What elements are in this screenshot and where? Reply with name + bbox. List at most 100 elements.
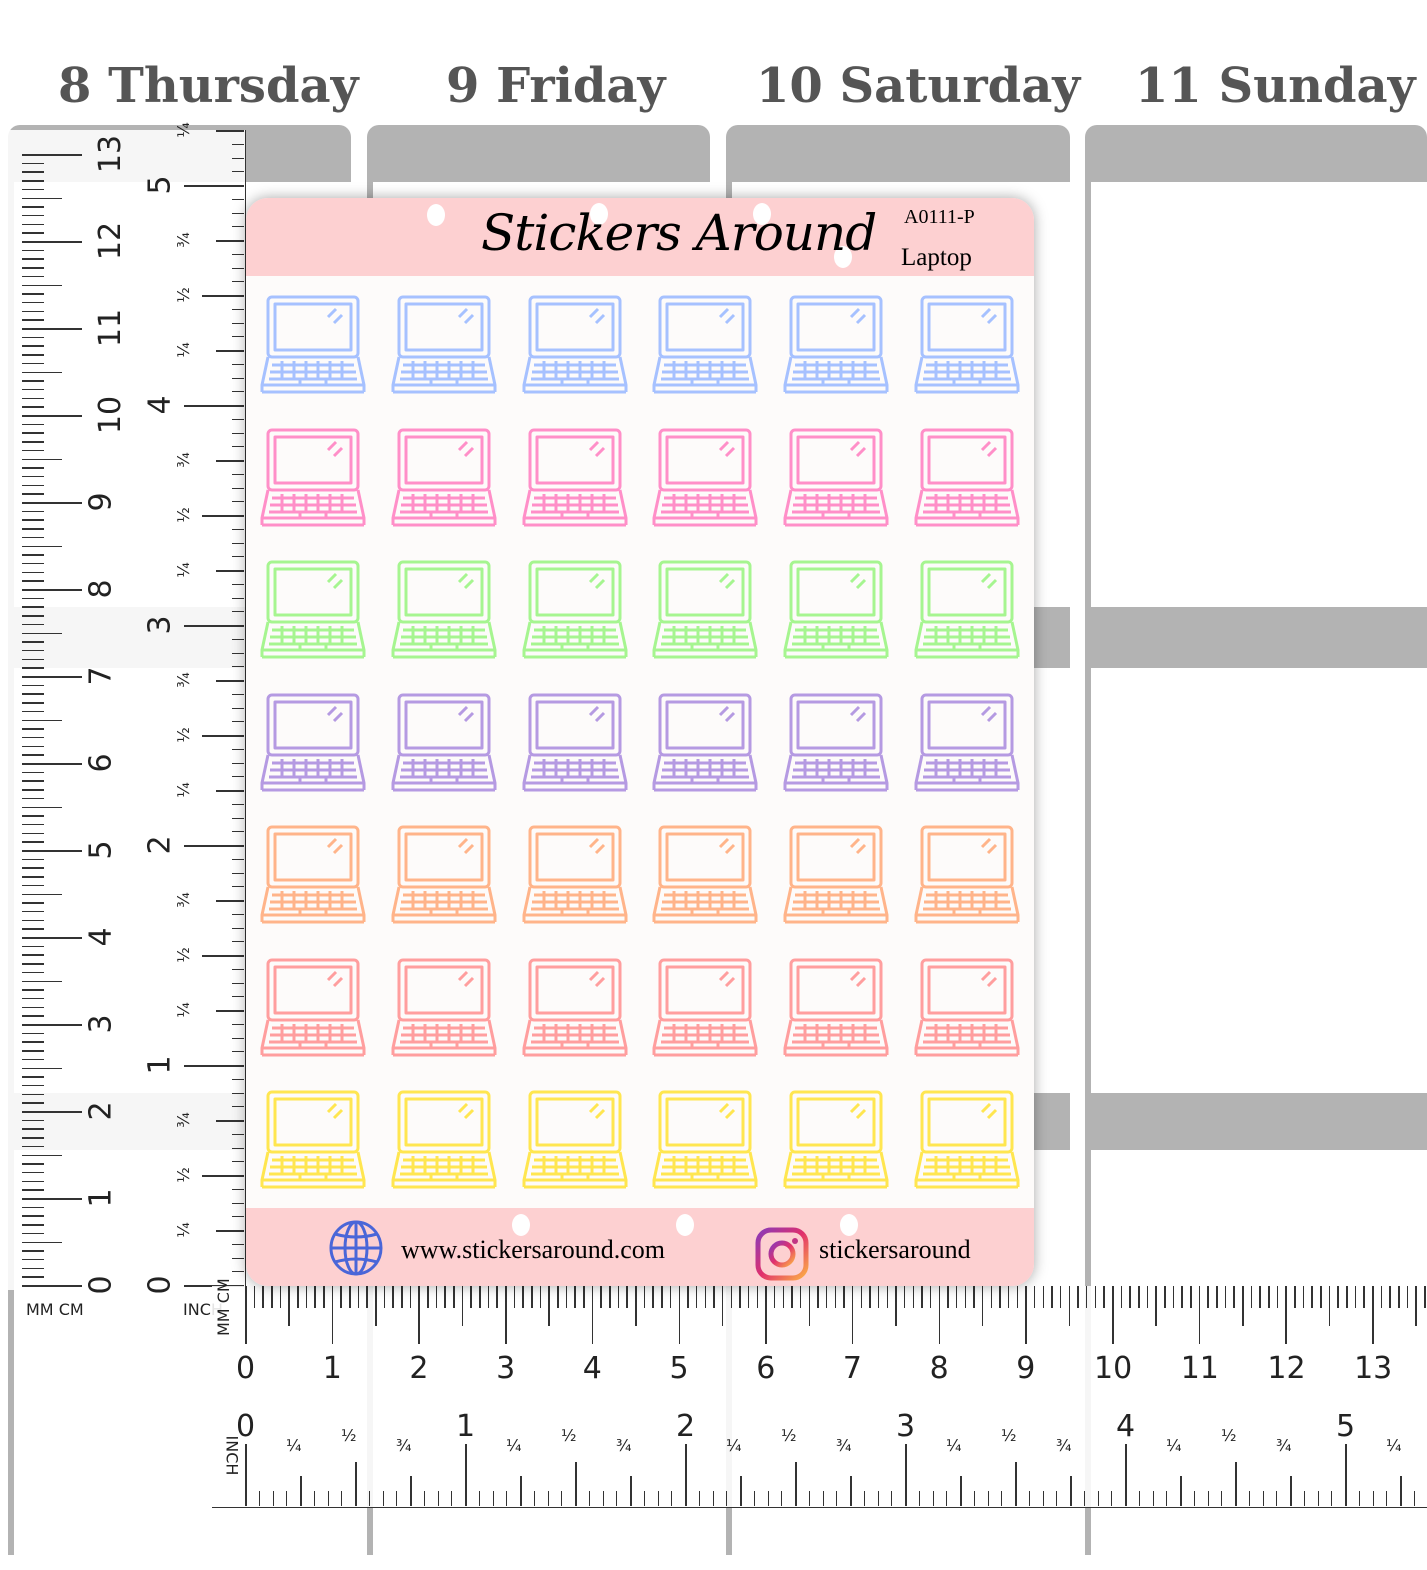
mm-tick: [22, 1006, 44, 1009]
inch-tick: [232, 941, 244, 943]
cm-label: 5: [669, 1351, 689, 1386]
mm-tick: [1311, 1286, 1313, 1308]
mm-tick: [22, 354, 44, 356]
mm-tick: [808, 1286, 811, 1326]
mm-tick: [22, 388, 44, 391]
planner-box[interactable]: [1091, 668, 1427, 1093]
inch-tick: [616, 1491, 618, 1506]
mm-tick: [245, 1286, 247, 1344]
fraction-label: ½: [173, 1167, 193, 1183]
inch-tick: [232, 927, 244, 929]
fraction-label: ¼: [173, 782, 193, 798]
mm-tick: [392, 1286, 394, 1308]
mm-tick: [1051, 1286, 1053, 1308]
inch-label: 3: [142, 615, 178, 635]
mm-tick: [1155, 1286, 1157, 1326]
mm-tick: [22, 571, 44, 574]
mm-tick: [22, 858, 44, 861]
fraction-label: ¾: [1276, 1436, 1292, 1455]
mm-tick: [22, 667, 44, 669]
mm-tick: [22, 1232, 44, 1235]
decor-dot: [753, 203, 771, 225]
cm-label: 3: [496, 1351, 516, 1386]
inch-tick: [1235, 1462, 1237, 1506]
mm-tick: [973, 1286, 975, 1308]
inch-tick: [232, 803, 244, 805]
mm-tick: [799, 1286, 802, 1308]
inch-tick: [184, 845, 244, 847]
mm-tick: [22, 258, 44, 260]
inch-tick: [202, 955, 244, 957]
mm-tick: [375, 1286, 377, 1326]
laptop-icon: [522, 958, 628, 1058]
mm-tick: [22, 467, 44, 469]
inch-tick: [232, 996, 244, 998]
inch-tick: [232, 1230, 244, 1231]
fraction-label: ½: [1221, 1426, 1237, 1445]
mm-tick: [22, 884, 44, 887]
inch-tick: [795, 1491, 796, 1506]
mm-tick: [22, 937, 82, 939]
inch-tick: [202, 295, 244, 297]
inch-tick: [767, 1491, 769, 1506]
inch-tick: [1358, 1491, 1360, 1506]
mm-tick: [253, 1286, 256, 1308]
mm-tick: [22, 432, 44, 434]
inch-tick: [232, 570, 244, 571]
inch-tick: [1345, 1444, 1347, 1506]
inch-label: 1: [142, 1055, 178, 1075]
mm-tick: [22, 832, 44, 835]
planner-box[interactable]: [1091, 182, 1427, 607]
cm-label: 1: [83, 1188, 119, 1208]
fraction-label: ¼: [506, 1436, 522, 1455]
laptop-icon: [522, 825, 628, 925]
inch-tick: [588, 1491, 590, 1506]
mm-tick: [22, 1041, 44, 1043]
mm-tick: [513, 1286, 516, 1308]
mm-tick: [600, 1286, 602, 1308]
mm-tick: [22, 1258, 44, 1261]
inch-tick: [1042, 1491, 1044, 1506]
mm-tick: [496, 1286, 498, 1308]
mm-tick: [22, 1058, 44, 1061]
inch-tick: [232, 858, 244, 860]
mm-tick: [964, 1286, 967, 1308]
inch-tick: [520, 1491, 521, 1506]
horizontal-ruler: 0 1 2 3 4 5 6 7 8 9 10 11 12 13 0 ¼ ½ ¾ 1 ¼ ½ ¾ 2 ¼ ½ ¾ 3 ¼ ½ ¾ 4 ¼ ½ ¾ 5 ¼…: [212, 1278, 1427, 1508]
globe-icon: [329, 1220, 383, 1276]
inch-tick: [232, 281, 244, 283]
day-header-sunday: 11 Sunday: [1135, 58, 1416, 114]
inch-tick: [561, 1491, 563, 1506]
website-link[interactable]: www.stickersaround.com: [401, 1235, 666, 1264]
mm-tick: [22, 1215, 44, 1217]
mm-tick: [22, 1145, 44, 1148]
mm-tick: [565, 1286, 568, 1308]
mm-tick: [22, 954, 44, 956]
inch-tick: [232, 143, 244, 145]
mm-tick: [1094, 1286, 1097, 1308]
inch-label: 1: [456, 1409, 476, 1444]
inch-tick: [216, 790, 244, 792]
inch-tick: [905, 1491, 906, 1506]
mm-tick: [1285, 1286, 1287, 1344]
laptop-icon: [260, 958, 366, 1058]
mm-tick: [1138, 1286, 1140, 1308]
inch-tick: [575, 1462, 577, 1506]
instagram-handle[interactable]: stickersaround: [819, 1235, 971, 1264]
ruler-unit-label: INCH: [222, 1435, 242, 1476]
inch-tick: [232, 253, 244, 255]
decor-dot: [590, 203, 608, 225]
laptop-icon: [522, 295, 628, 395]
mm-tick: [22, 676, 82, 678]
mm-tick: [955, 1286, 958, 1308]
mm-tick: [834, 1286, 837, 1308]
inch-tick: [987, 1491, 989, 1506]
inch-tick: [232, 1133, 244, 1135]
mm-tick: [782, 1286, 785, 1308]
mm-tick: [444, 1286, 446, 1308]
mm-tick: [1250, 1286, 1253, 1308]
fraction-label: ¼: [726, 1436, 742, 1455]
laptop-icon: [522, 1090, 628, 1190]
laptop-icon: [260, 428, 366, 528]
cm-label: 9: [83, 492, 119, 512]
